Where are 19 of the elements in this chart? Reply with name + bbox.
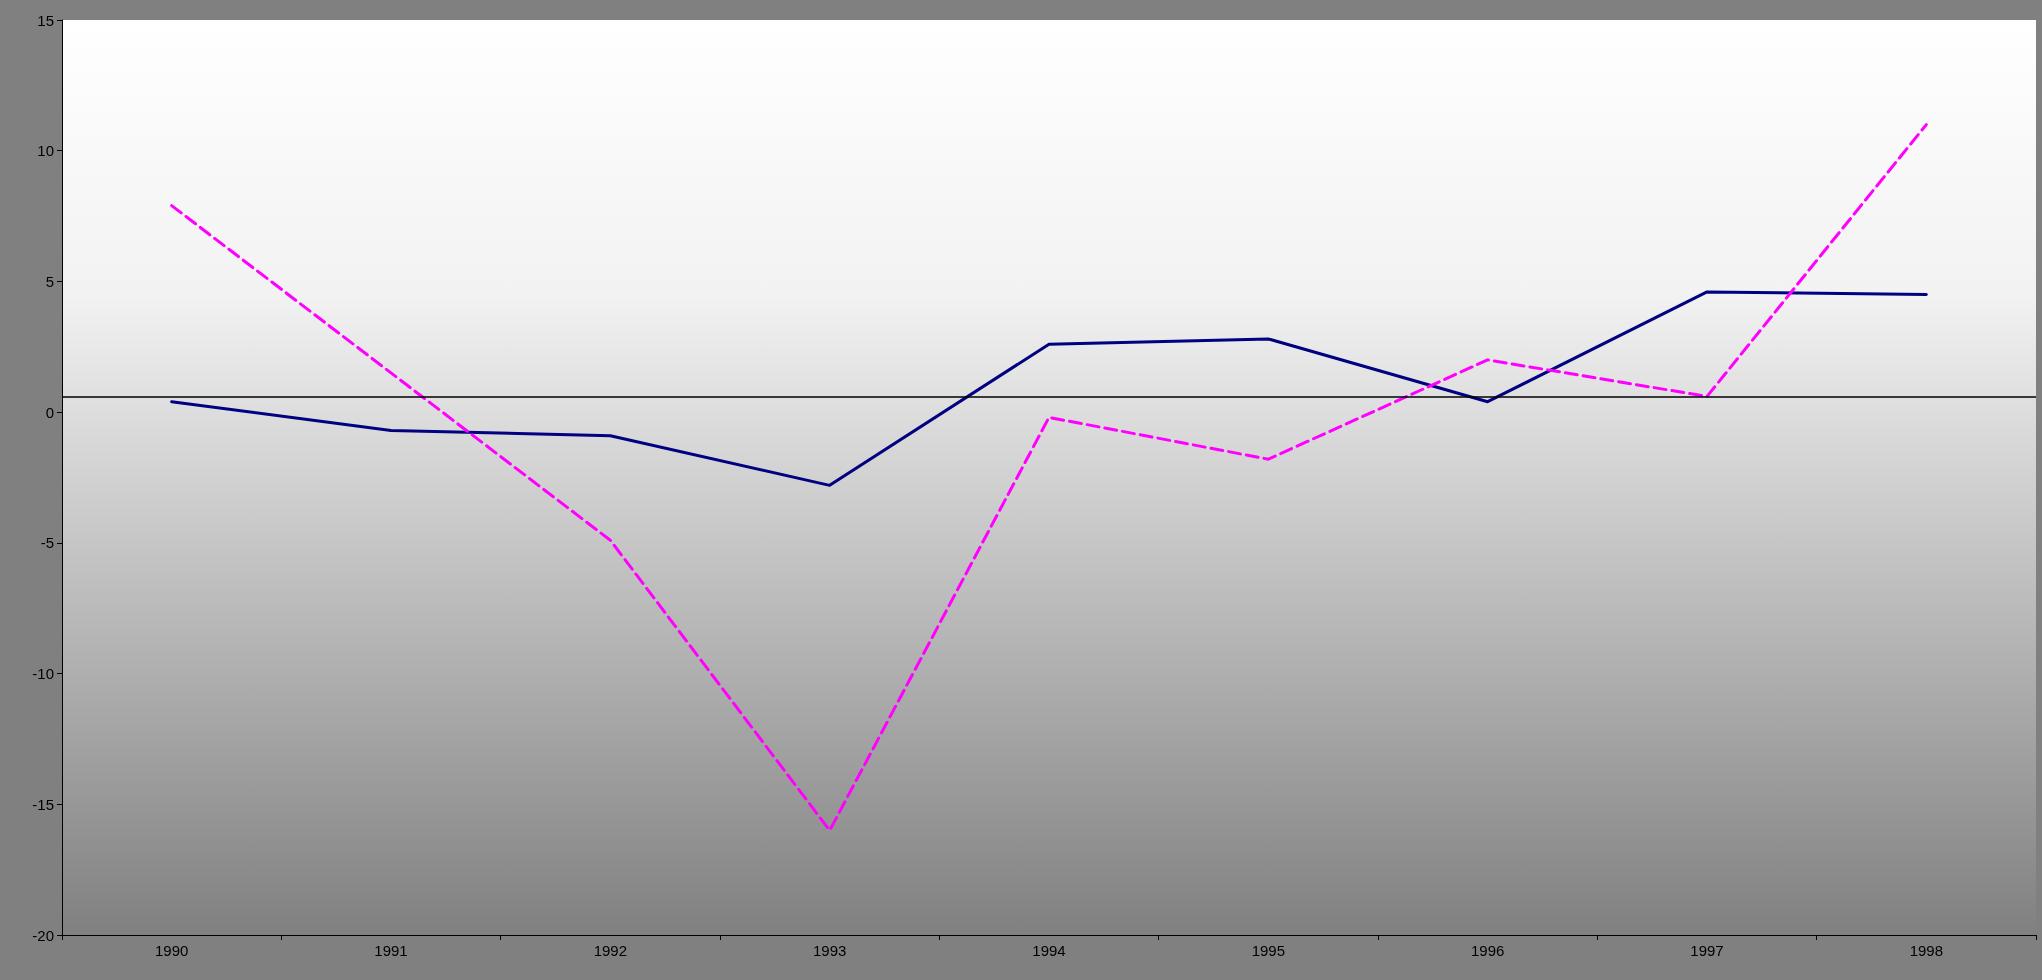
- x-tick-label: 1990: [154, 942, 189, 959]
- y-tick-label: -20: [32, 926, 54, 944]
- x-tick-label: 1995: [1251, 942, 1286, 959]
- line-series: [170, 290, 1928, 487]
- line-series: [170, 123, 1928, 832]
- x-tick-label: 1998: [1909, 942, 1944, 959]
- x-tick-label: 1994: [1032, 942, 1066, 959]
- y-tick-label: 10: [37, 142, 54, 160]
- x-tick-label: 1992: [593, 942, 628, 959]
- y-tick-label: 5: [45, 272, 54, 290]
- y-tick-label: 15: [37, 11, 54, 29]
- x-tick-label: 1991: [374, 942, 408, 959]
- y-tick-label: -5: [40, 534, 54, 552]
- y-tick-label: -10: [32, 665, 54, 683]
- x-tick-label: 1993: [812, 942, 847, 959]
- y-tick-label: -15: [32, 795, 54, 813]
- x-tick-label: 1996: [1470, 942, 1505, 959]
- x-tick-label: 1997: [1690, 942, 1724, 959]
- y-tick-label: 0: [45, 403, 54, 421]
